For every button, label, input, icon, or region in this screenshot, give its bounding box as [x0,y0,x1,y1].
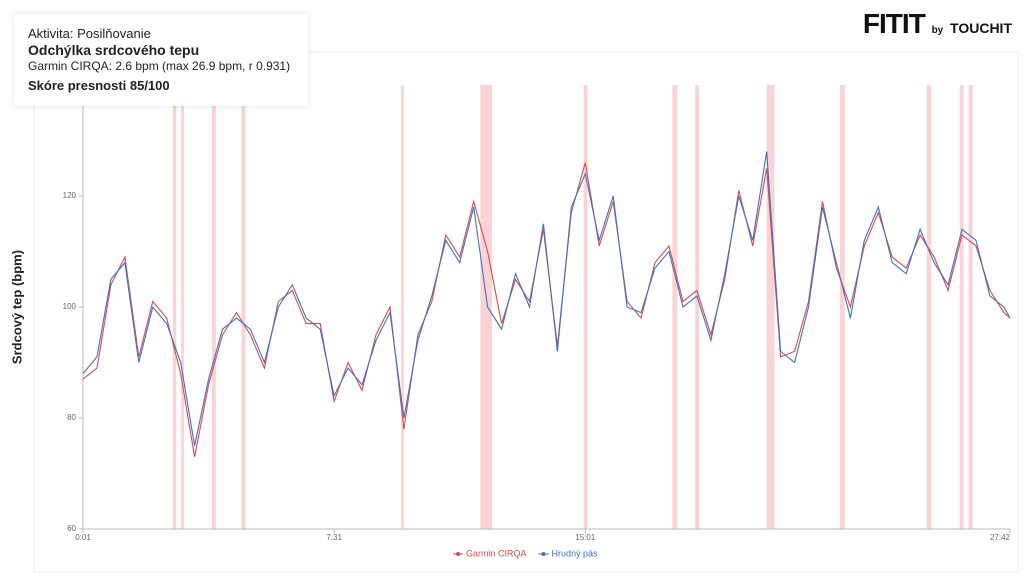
discrepancy-band [480,85,493,529]
chart-panel [33,51,1019,573]
discrepancy-band [959,85,964,529]
score: Skóre presnosti 85/100 [28,78,170,93]
discrepancy-band [968,85,973,529]
discrepancy-band [695,85,700,529]
discrepancy-band [172,85,177,529]
heading: Odchýlka srdcového tepu [28,42,200,58]
discrepancy-band [766,85,775,529]
x-tick-label: 15:01 [575,533,596,542]
x-tick-label: 7:31 [326,533,342,542]
legend-marker [541,552,546,556]
discrepancy-band [211,85,216,529]
legend-label: Hrudný pás [552,548,599,558]
detail: Garmin CIRQA: 2.6 bpm (max 26.9 bpm, r 0… [28,59,291,73]
legend-marker [456,552,460,556]
discrepancy-band [181,85,185,529]
y-tick-label: 80 [67,413,76,422]
discrepancy-band [926,85,932,529]
y-axis-label: Srdcový tep (bpm) [9,250,24,364]
y-tick-label: 60 [67,524,76,533]
y-tick-label: 100 [63,302,77,311]
series-line [82,151,1011,446]
discrepancy-band [401,85,404,529]
x-tick-label: 0:01 [75,533,91,542]
logo-brand: FITIT [862,8,926,39]
legend-label: Garmin CIRQA [466,548,527,558]
x-tick-label: 27:42 [990,533,1011,542]
y-tick-label: 120 [63,191,77,200]
logo: FITIT by TOUCHIT [863,8,1012,40]
discrepancy-band [839,85,845,529]
discrepancy-band [583,85,588,529]
discrepancy-band [241,85,246,529]
activity: Aktivita: Posilňovanie [28,26,151,41]
info-box: Aktivita: Posilňovanie Odchýlka srdcovéh… [14,14,308,106]
logo-maker: TOUCHIT [950,20,1012,36]
logo-by: by [931,25,944,36]
discrepancy-band [672,85,678,529]
